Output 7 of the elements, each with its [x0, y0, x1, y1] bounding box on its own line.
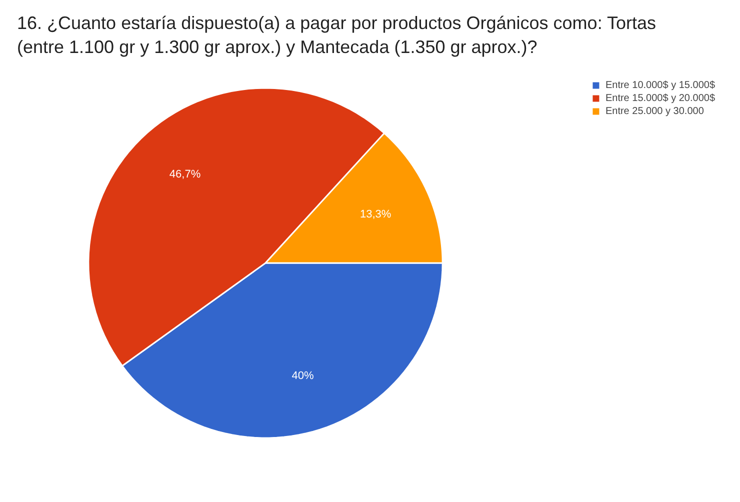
legend-label: Entre 15.000$ y 20.000$: [605, 92, 715, 104]
legend-label: Entre 10.000$ y 15.000$: [605, 80, 715, 91]
data-label: 13,3%: [360, 208, 392, 220]
data-label: 40%: [292, 370, 314, 382]
chart-title: 16. ¿Cuanto estaría dispuesto(a) a pagar por productos Orgánicos como: Tortas (entre 1.100 gr y 1.300 gr aprox.) y Mantecada (1.350 gr aprox.)?: [17, 12, 658, 60]
legend-label: Entre 25.000 y 30.000: [605, 106, 704, 117]
data-label: 46,7%: [169, 168, 201, 180]
